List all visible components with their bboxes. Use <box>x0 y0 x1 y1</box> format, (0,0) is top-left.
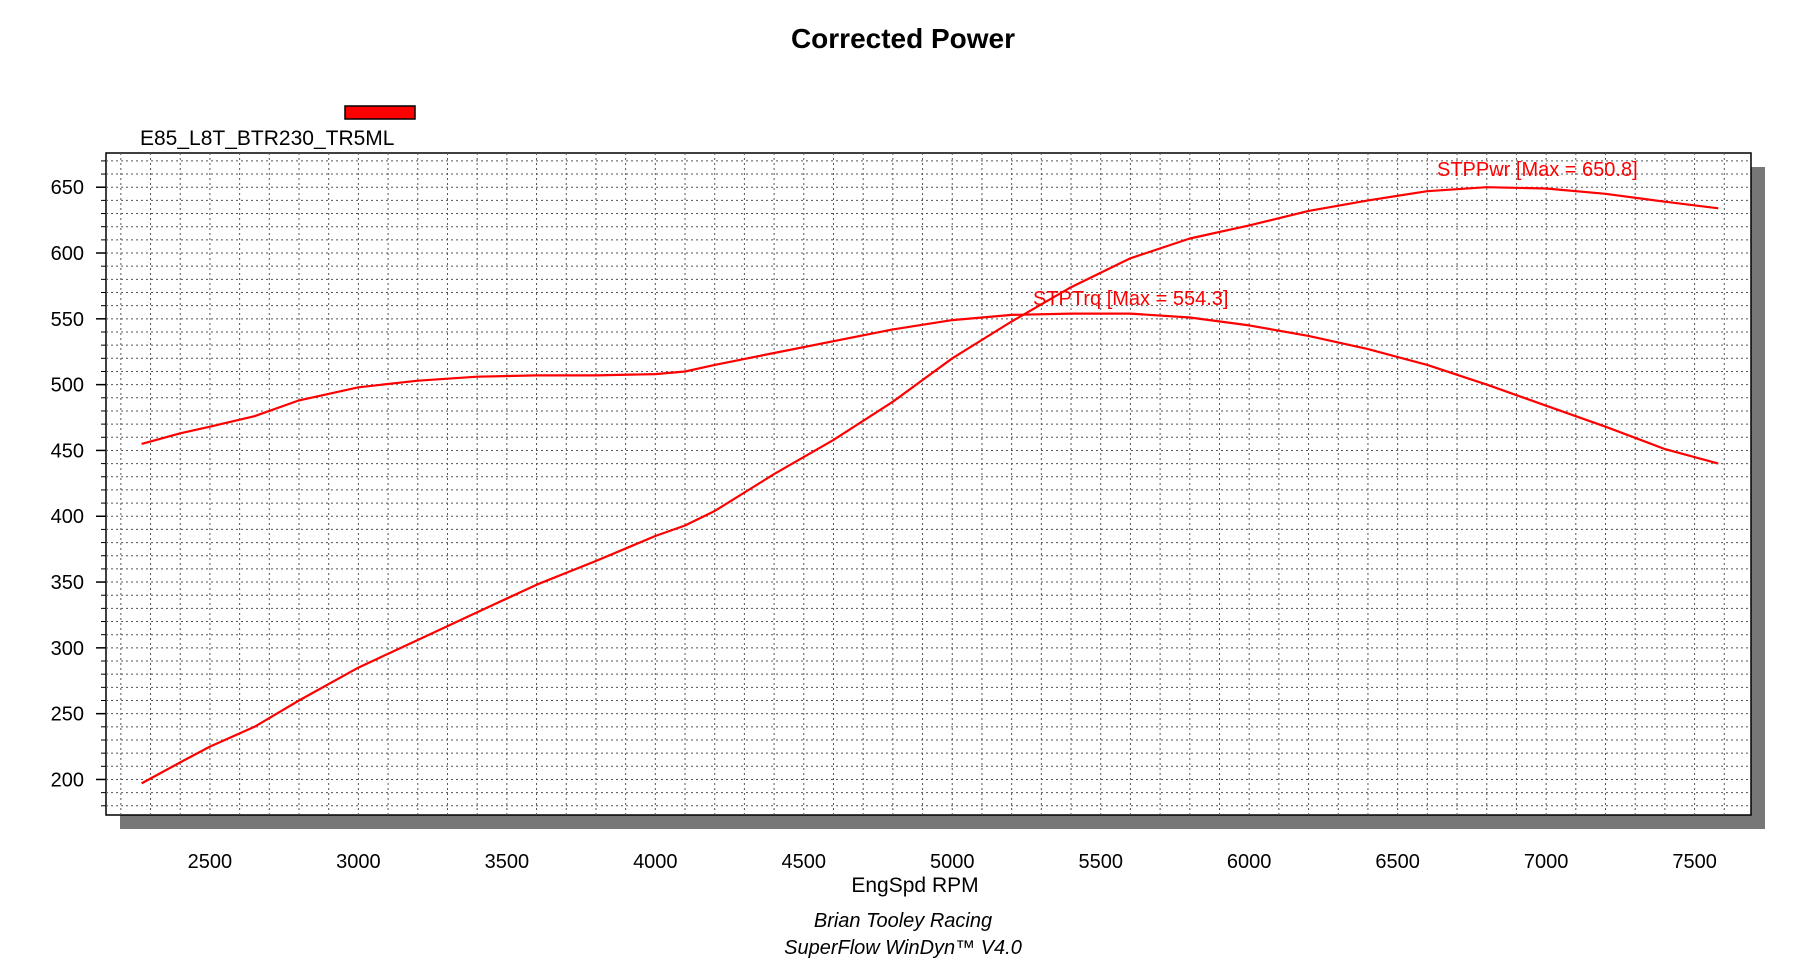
series <box>141 186 1719 785</box>
axis-ticks: 200 250 300 350 400 450 500 550 600 650 2500 3000 35… <box>51 160 1717 873</box>
x-axis-label: EngSpd RPM <box>851 874 978 897</box>
grid <box>106 153 1751 815</box>
x-tick-label: 4000 <box>633 851 678 873</box>
y-tick-label: 500 <box>51 375 84 397</box>
x-tick-label: 4500 <box>782 851 827 873</box>
series-line-stppwr <box>141 186 1719 785</box>
y-tick-label: 300 <box>51 638 84 660</box>
x-tick-label: 5000 <box>930 851 975 873</box>
y-tick-label: 350 <box>51 572 84 594</box>
x-tick-label: 7000 <box>1524 851 1569 873</box>
annotation-stptrq: STPTrq [Max = 554.3] <box>1033 288 1228 310</box>
y-tick-label: 550 <box>51 309 84 331</box>
y-tick-label: 200 <box>51 769 84 791</box>
y-tick-label: 600 <box>51 243 84 265</box>
x-tick-label: 2500 <box>188 851 233 873</box>
plot-area <box>105 152 1752 816</box>
annotation-stppwr: STPPwr [Max = 650.8] <box>1437 159 1638 181</box>
x-tick-label: 3000 <box>336 851 381 873</box>
y-tick-label: 450 <box>51 440 84 462</box>
x-tick-label: 5500 <box>1078 851 1123 873</box>
legend-swatch <box>344 105 416 120</box>
x-tick-label: 6000 <box>1227 851 1272 873</box>
series-line-stptrq <box>141 312 1719 465</box>
footer-line-1: Brian Tooley Racing <box>814 910 992 932</box>
x-tick-label: 7500 <box>1672 851 1717 873</box>
chart-title: Corrected Power <box>791 23 1015 54</box>
y-tick-label: 650 <box>51 177 84 199</box>
y-tick-label: 250 <box>51 704 84 726</box>
legend-label: E85_L8T_BTR230_TR5ML <box>140 127 394 150</box>
x-tick-label: 3500 <box>485 851 530 873</box>
y-tick-label: 400 <box>51 506 84 528</box>
x-tick-label: 6500 <box>1375 851 1420 873</box>
footer-line-2: SuperFlow WinDyn™ V4.0 <box>784 937 1022 959</box>
